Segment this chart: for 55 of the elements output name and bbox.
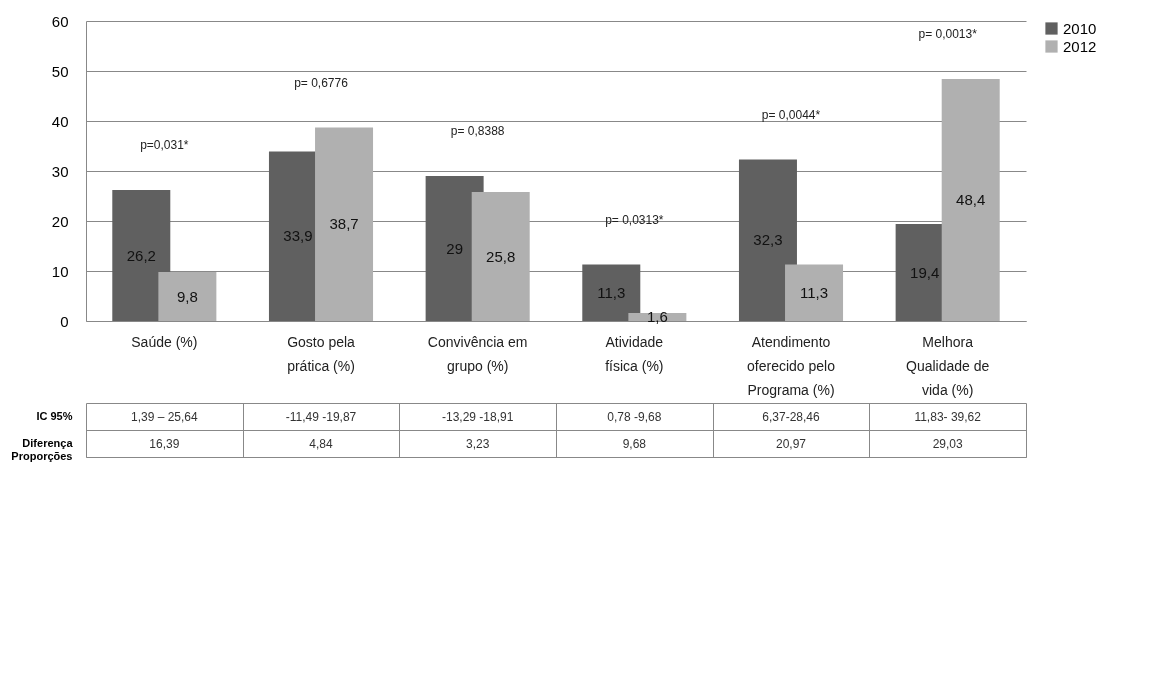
data-label: 38,7 (329, 215, 359, 233)
text: -11,49 -19,87 (285, 409, 357, 424)
text: IC 95% (36, 410, 73, 422)
x-tick-label: Gosto pela prática (%) (287, 333, 356, 374)
x-tick-label: Melhora Qualidade de vida (%) (906, 333, 990, 398)
bar (738, 159, 797, 321)
y-tick-label: 0 (60, 312, 69, 330)
bar (941, 79, 1000, 321)
x-tick-label: Atendimento oferecido pelo Programa (%) (747, 333, 836, 398)
y-tick-label: 40 (51, 112, 69, 130)
bar (471, 192, 530, 321)
annotation: p= 0,8388 (450, 124, 505, 138)
annotation: p= 0,0013* (918, 27, 978, 41)
data-label: 11,3 (799, 283, 829, 301)
data-label: 26,2 (126, 246, 156, 264)
legend-label: 2012 (1063, 37, 1097, 55)
data-label: 1,6 (646, 308, 668, 325)
x-tick-label: Convivência em grupo (%) (427, 333, 528, 374)
text: Diferença Proporções (11, 437, 74, 462)
data-label: 9,8 (176, 287, 198, 305)
data-label: 11,3 (597, 283, 626, 301)
y-tick-label: 30 (51, 162, 69, 180)
annotation: p=0,031* (140, 138, 189, 152)
text: 16,39 (149, 436, 180, 451)
text: 4,84 (309, 436, 333, 451)
legend-label: 2010 (1063, 19, 1097, 37)
text: -13,29 -18,91 (441, 409, 514, 424)
annotation: p= 0,0044* (761, 107, 821, 122)
bar (315, 127, 374, 321)
data-label: 25,8 (486, 247, 516, 265)
annotation: p= 0,0313* (605, 212, 664, 227)
bar (158, 272, 217, 321)
text: 20,97 (775, 436, 807, 451)
x-tick-label: Saúde (%) (131, 333, 198, 350)
data-label: 19,4 (910, 263, 940, 281)
text: 29,03 (932, 436, 964, 451)
text: 11,83- 39,62 (914, 409, 982, 424)
text: 6,37-28,46 (762, 409, 821, 424)
text: 1,39 – 25,64 (130, 409, 199, 424)
bar (112, 190, 171, 321)
bar (785, 264, 844, 321)
y-tick-label: 60 (51, 12, 69, 30)
text: 0,78 -9,68 (607, 409, 662, 424)
y-tick-label: 50 (51, 62, 69, 80)
y-tick-label: 10 (51, 262, 69, 280)
bar (582, 264, 641, 321)
y-tick-label: 20 (51, 212, 69, 230)
data-label: 32,3 (753, 231, 783, 249)
data-label: 33,9 (283, 227, 313, 245)
annotation: p= 0,6776 (294, 75, 349, 90)
text: 9,68 (622, 436, 647, 451)
text: 3,23 (465, 436, 490, 451)
data-label: 29 (446, 239, 463, 257)
x-tick-label: Atividade física (%) (605, 333, 664, 374)
data-label: 48,4 (956, 191, 986, 208)
